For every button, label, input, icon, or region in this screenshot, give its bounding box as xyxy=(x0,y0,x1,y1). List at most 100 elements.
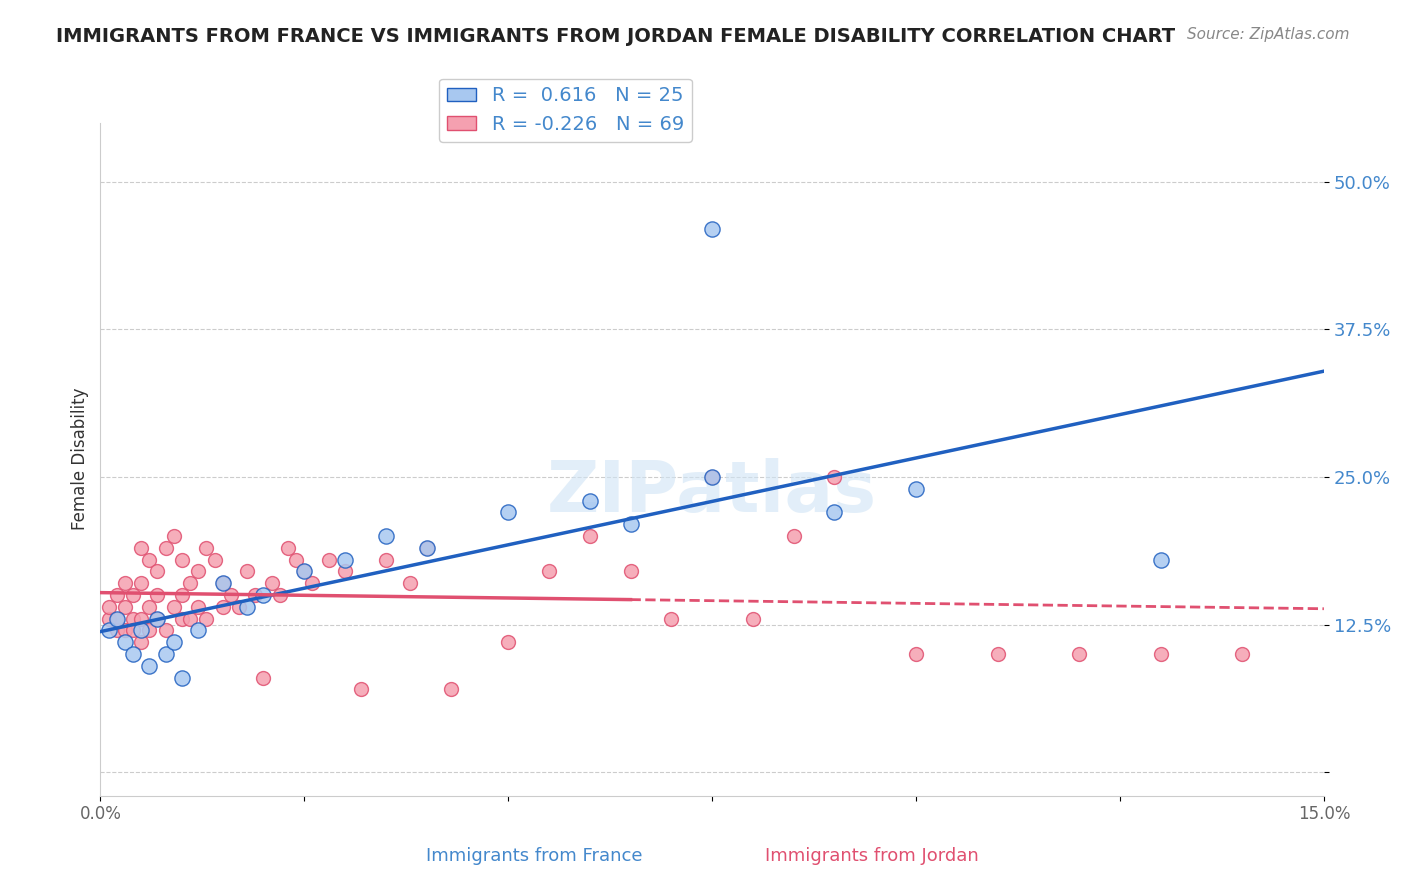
Point xyxy=(105,624,128,638)
Point xyxy=(179,612,201,626)
Point xyxy=(236,599,259,614)
Point xyxy=(333,565,356,579)
Point xyxy=(155,624,177,638)
Point xyxy=(619,565,641,579)
Point xyxy=(122,647,145,661)
Point xyxy=(292,565,315,579)
Text: ZIPatlas: ZIPatlas xyxy=(547,458,877,527)
Point xyxy=(415,541,437,555)
Point xyxy=(155,647,177,661)
Point xyxy=(824,505,846,519)
Point xyxy=(195,612,218,626)
Point xyxy=(146,588,169,602)
Point xyxy=(252,588,274,602)
Point xyxy=(129,635,152,649)
Point xyxy=(138,624,160,638)
Point xyxy=(374,552,396,566)
Point xyxy=(285,552,308,566)
Point xyxy=(659,612,682,626)
Point xyxy=(114,635,136,649)
Point xyxy=(252,671,274,685)
Point xyxy=(163,529,186,543)
Point xyxy=(204,552,226,566)
Point xyxy=(399,576,422,591)
Point xyxy=(187,624,209,638)
Point xyxy=(105,612,128,626)
Point xyxy=(269,588,291,602)
Point xyxy=(700,470,723,484)
Point xyxy=(146,612,169,626)
Point xyxy=(187,599,209,614)
Point xyxy=(1232,647,1254,661)
Point xyxy=(211,599,233,614)
Point xyxy=(236,565,259,579)
Point xyxy=(496,635,519,649)
Legend: R =  0.616   N = 25, R = -0.226   N = 69: R = 0.616 N = 25, R = -0.226 N = 69 xyxy=(439,78,692,142)
Point xyxy=(138,552,160,566)
Point xyxy=(987,647,1010,661)
Point xyxy=(1150,552,1173,566)
Point xyxy=(905,482,928,496)
Point xyxy=(97,612,120,626)
Point xyxy=(170,552,193,566)
Point xyxy=(228,599,250,614)
Point xyxy=(146,565,169,579)
Point xyxy=(219,588,242,602)
Point xyxy=(350,682,373,697)
Point xyxy=(195,541,218,555)
Point xyxy=(700,222,723,236)
Point xyxy=(114,599,136,614)
Point xyxy=(155,541,177,555)
Y-axis label: Female Disability: Female Disability xyxy=(72,388,89,531)
Point xyxy=(122,612,145,626)
Point xyxy=(245,588,267,602)
Point xyxy=(374,529,396,543)
Point xyxy=(170,612,193,626)
Point xyxy=(211,576,233,591)
Point xyxy=(163,635,186,649)
Point xyxy=(578,493,600,508)
Point xyxy=(619,517,641,532)
Point xyxy=(105,612,128,626)
Point xyxy=(292,565,315,579)
Point xyxy=(824,470,846,484)
Point xyxy=(211,576,233,591)
Point xyxy=(1069,647,1091,661)
Text: Immigrants from Jordan: Immigrants from Jordan xyxy=(765,847,979,865)
Point xyxy=(440,682,463,697)
Point xyxy=(783,529,806,543)
Point xyxy=(163,599,186,614)
Point xyxy=(146,612,169,626)
Point xyxy=(105,588,128,602)
Point xyxy=(129,624,152,638)
Point xyxy=(537,565,560,579)
Point xyxy=(741,612,763,626)
Point xyxy=(170,671,193,685)
Point xyxy=(129,612,152,626)
Point xyxy=(496,505,519,519)
Point xyxy=(333,552,356,566)
Point xyxy=(97,624,120,638)
Point xyxy=(114,624,136,638)
Point xyxy=(97,599,120,614)
Point xyxy=(122,588,145,602)
Point xyxy=(1150,647,1173,661)
Text: IMMIGRANTS FROM FRANCE VS IMMIGRANTS FROM JORDAN FEMALE DISABILITY CORRELATION C: IMMIGRANTS FROM FRANCE VS IMMIGRANTS FRO… xyxy=(56,27,1175,45)
Point xyxy=(277,541,299,555)
Point xyxy=(301,576,323,591)
Point xyxy=(138,658,160,673)
Text: Immigrants from France: Immigrants from France xyxy=(426,847,643,865)
Point xyxy=(318,552,340,566)
Point xyxy=(122,624,145,638)
Point xyxy=(415,541,437,555)
Point xyxy=(114,576,136,591)
Point xyxy=(138,599,160,614)
Point xyxy=(905,647,928,661)
Point xyxy=(179,576,201,591)
Point xyxy=(129,576,152,591)
Text: Source: ZipAtlas.com: Source: ZipAtlas.com xyxy=(1187,27,1350,42)
Point xyxy=(187,565,209,579)
Point xyxy=(170,588,193,602)
Point xyxy=(700,470,723,484)
Point xyxy=(129,541,152,555)
